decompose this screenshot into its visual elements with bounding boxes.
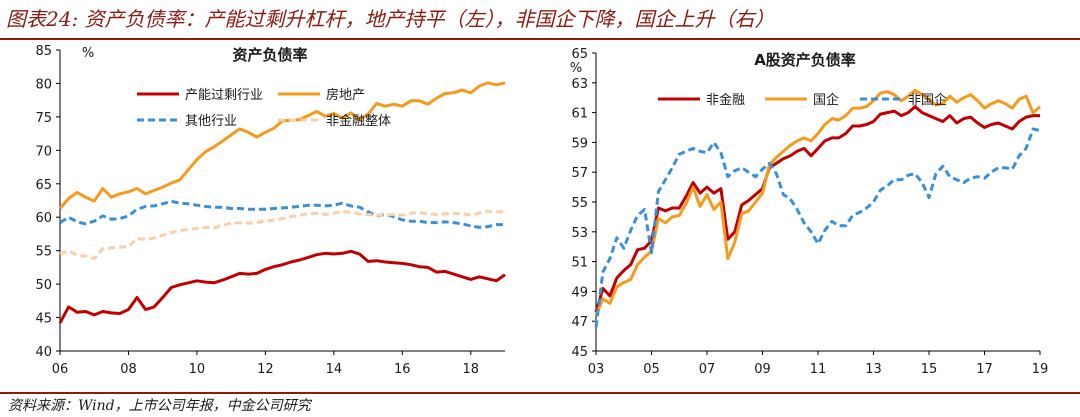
- left-y-tick-label: 55: [35, 245, 52, 260]
- left-x-tick-label: 18: [462, 362, 479, 377]
- right-x-tick-label: 19: [1032, 362, 1049, 377]
- right-x-tick-label: 11: [810, 362, 827, 377]
- right-chart-title: A股资产负债率: [754, 51, 856, 69]
- right-series-line-2: [594, 88, 1041, 316]
- left-x-tick-label: 08: [120, 362, 137, 377]
- left-y-unit-label: %: [82, 46, 94, 61]
- right-y-tick-label: 49: [571, 285, 588, 300]
- left-y-tick-label: 80: [35, 77, 52, 92]
- left-x-tick-label: 06: [52, 362, 69, 377]
- right-y-tick-label: 63: [571, 77, 588, 92]
- right-legend-label-1: 非金融: [706, 92, 745, 108]
- chart-right-svg: 45 47 49 51 53 55 57 59 61 63 65 03 05 07 09 11 13 15 17 19…: [570, 47, 1049, 377]
- figure-title: 图表24: 资产负债率：产能过剩升杠杆，地产持平（左），非国企下降，国企上升（右…: [6, 7, 775, 31]
- left-y-tick-label: 45: [35, 312, 52, 327]
- left-legend-label-2: 房地产: [326, 87, 365, 103]
- right-y-tick-label: 57: [571, 166, 588, 181]
- source-divider: [0, 392, 1080, 394]
- right-y-tick-label: 53: [571, 226, 588, 241]
- chart-left-svg: 40 45 50 55 60 65 70 75 80 85 06 08 10 12 14 16 18 资产负债率%…: [35, 44, 506, 377]
- right-series-line-1: [594, 105, 1040, 313]
- right-x-tick-label: 09: [754, 362, 771, 377]
- chart-left: 40 45 50 55 60 65 70 75 80 85 06 08 10 12 14 16 18 资产负债率%…: [0, 40, 525, 392]
- left-x-tick-label: 14: [326, 362, 343, 377]
- right-y-tick-label: 45: [571, 345, 588, 360]
- left-legend-label-1: 产能过剩行业: [185, 88, 263, 103]
- left-x-tick-label: 16: [394, 362, 411, 377]
- right-y-tick-label: 51: [571, 256, 588, 271]
- right-series-line-3: [594, 127, 1041, 328]
- right-legend-label-2: 国企: [813, 92, 839, 108]
- left-y-tick-label: 75: [35, 111, 52, 126]
- right-legend-label-3: 非国企: [908, 92, 947, 108]
- left-x-tick-label: 10: [189, 362, 206, 377]
- left-y-tick-label: 85: [35, 44, 52, 59]
- left-y-tick-label: 70: [35, 144, 52, 159]
- left-series-line-1: [58, 249, 506, 324]
- right-x-tick-label: 07: [699, 362, 716, 377]
- source-note: 资料来源：Wind，上市公司年报，中金公司研究: [8, 398, 311, 414]
- right-x-tick-label: 13: [865, 362, 882, 377]
- left-series-line-3: [59, 199, 505, 229]
- right-y-tick-label: 47: [571, 315, 588, 330]
- right-x-tick-label: 03: [588, 362, 605, 377]
- right-x-tick-label: 05: [643, 362, 660, 377]
- right-y-tick-label: 59: [571, 136, 588, 151]
- left-y-tick-label: 50: [35, 278, 52, 293]
- left-x-tick-label: 12: [257, 362, 274, 377]
- right-x-tick-label: 17: [976, 362, 993, 377]
- left-y-tick-label: 40: [35, 345, 52, 360]
- right-y-unit-label: %: [570, 61, 582, 76]
- right-y-tick-label: 65: [571, 47, 588, 62]
- left-series-line-2: [58, 81, 506, 210]
- left-legend-label-4: 非金融整体: [326, 113, 391, 129]
- chart-right: 45 47 49 51 53 55 57 59 61 63 65 03 05 07 09 11 13 15 17 19…: [540, 40, 1080, 392]
- left-series-line-4: [59, 209, 506, 261]
- title-divider: [0, 38, 1080, 40]
- right-y-tick-label: 61: [571, 107, 588, 122]
- right-x-tick-label: 15: [921, 362, 938, 377]
- left-y-tick-label: 60: [35, 211, 52, 226]
- left-legend-label-3: 其他行业: [185, 114, 237, 129]
- right-y-tick-label: 55: [571, 196, 588, 211]
- left-y-tick-label: 65: [35, 178, 52, 193]
- left-chart-title: 资产负债率: [232, 46, 307, 64]
